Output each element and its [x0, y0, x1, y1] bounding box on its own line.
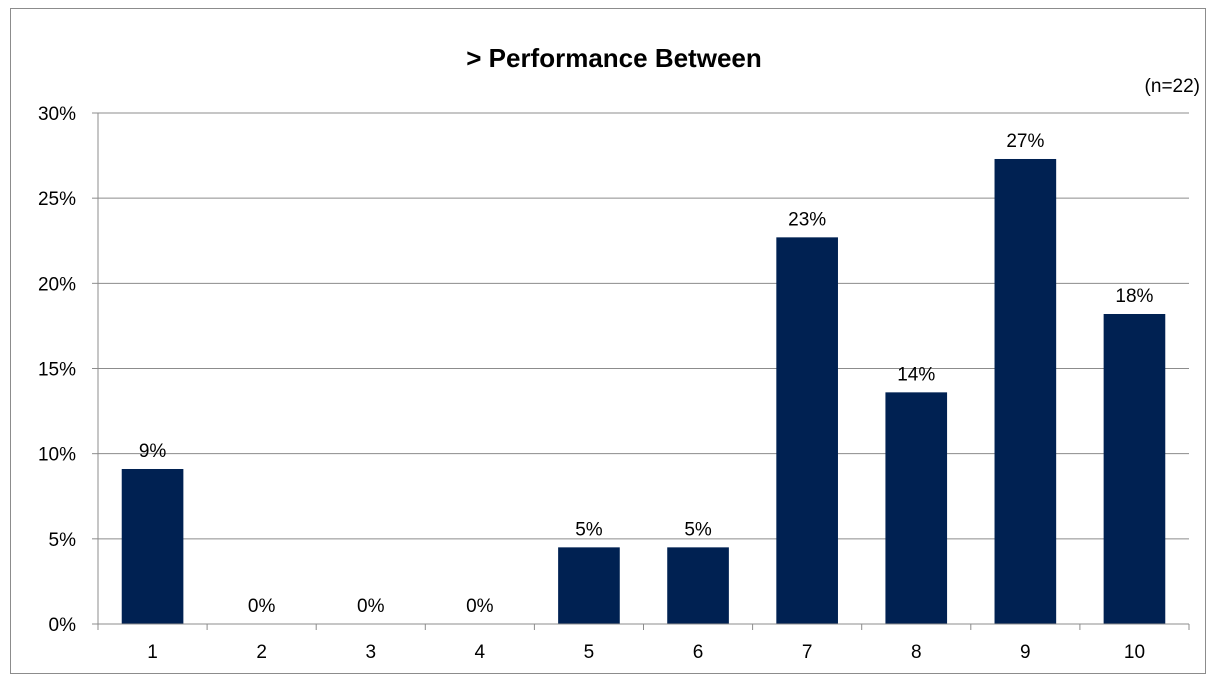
x-tick-label: 8 — [911, 642, 922, 663]
data-label: 5% — [575, 519, 603, 540]
data-label: 5% — [684, 519, 712, 540]
bar — [121, 468, 184, 624]
y-tick-label: 30% — [38, 104, 76, 125]
y-tick-label: 20% — [38, 274, 76, 295]
x-tick-label: 4 — [475, 642, 486, 663]
x-tick-label: 3 — [365, 642, 376, 663]
x-tick-label: 6 — [693, 642, 704, 663]
x-tick-label: 10 — [1124, 642, 1145, 663]
bar — [885, 392, 948, 624]
bar — [994, 158, 1057, 625]
y-tick-label: 0% — [49, 615, 77, 636]
x-tick-label: 7 — [802, 642, 813, 663]
y-tick-label: 25% — [38, 189, 76, 210]
x-tick-label: 5 — [584, 642, 595, 663]
bar — [1103, 313, 1166, 624]
sample-size-note: (n=22) — [1145, 76, 1200, 97]
x-tick-label: 2 — [256, 642, 267, 663]
bar — [776, 237, 838, 625]
data-label: 9% — [139, 441, 167, 462]
y-tick-label: 10% — [38, 445, 76, 466]
bars — [121, 158, 1166, 625]
x-tick-label: 1 — [147, 642, 158, 663]
data-label: 23% — [788, 209, 826, 230]
data-label: 14% — [897, 364, 935, 385]
data-labels: 9% 0% 0% 0% 5% 5% 23% 14% 27% 18% — [139, 131, 1154, 617]
bar — [667, 547, 729, 624]
x-tick-label: 9 — [1020, 642, 1031, 663]
y-tick-label: 15% — [38, 360, 76, 381]
y-tick-label: 5% — [49, 530, 77, 551]
data-label: 0% — [357, 596, 385, 617]
data-label: 0% — [466, 596, 494, 617]
data-label: 27% — [1006, 131, 1044, 152]
bar — [558, 547, 620, 624]
chart-title: > Performance Between — [466, 43, 762, 73]
axes: 0% 5% 10% 15% 20% 25% 30% 1 2 3 4 5 6 7 8 9 10 — [38, 104, 1190, 663]
data-label: 0% — [248, 596, 276, 617]
data-label: 18% — [1115, 286, 1153, 307]
